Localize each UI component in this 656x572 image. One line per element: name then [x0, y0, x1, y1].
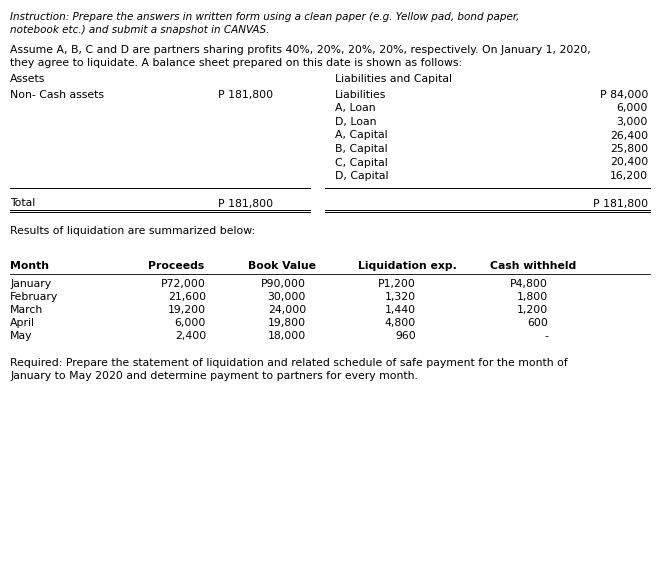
Text: P 181,800: P 181,800 [218, 198, 273, 209]
Text: Cash withheld: Cash withheld [490, 261, 576, 271]
Text: 1,800: 1,800 [517, 292, 548, 302]
Text: 16,200: 16,200 [610, 171, 648, 181]
Text: P 84,000: P 84,000 [600, 90, 648, 100]
Text: 1,320: 1,320 [385, 292, 416, 302]
Text: 26,400: 26,400 [610, 130, 648, 141]
Text: May: May [10, 331, 33, 341]
Text: 6,000: 6,000 [174, 318, 206, 328]
Text: 960: 960 [396, 331, 416, 341]
Text: Liabilities and Capital: Liabilities and Capital [335, 74, 452, 84]
Text: P 181,800: P 181,800 [593, 198, 648, 209]
Text: 6,000: 6,000 [617, 104, 648, 113]
Text: Assets: Assets [10, 74, 45, 84]
Text: 30,000: 30,000 [268, 292, 306, 302]
Text: 21,600: 21,600 [168, 292, 206, 302]
Text: P 181,800: P 181,800 [218, 90, 273, 100]
Text: 25,800: 25,800 [610, 144, 648, 154]
Text: 1,200: 1,200 [517, 305, 548, 315]
Text: 19,200: 19,200 [168, 305, 206, 315]
Text: Assume A, B, C and D are partners sharing profits 40%, 20%, 20%, 20%, respective: Assume A, B, C and D are partners sharin… [10, 45, 591, 55]
Text: P72,000: P72,000 [161, 279, 206, 289]
Text: 4,800: 4,800 [385, 318, 416, 328]
Text: 24,000: 24,000 [268, 305, 306, 315]
Text: Results of liquidation are summarized below:: Results of liquidation are summarized be… [10, 226, 255, 236]
Text: 600: 600 [527, 318, 548, 328]
Text: D, Capital: D, Capital [335, 171, 388, 181]
Text: Non- Cash assets: Non- Cash assets [10, 90, 104, 100]
Text: Month: Month [10, 261, 49, 271]
Text: Liquidation exp.: Liquidation exp. [358, 261, 457, 271]
Text: -: - [544, 331, 548, 341]
Text: 20,400: 20,400 [609, 157, 648, 168]
Text: D, Loan: D, Loan [335, 117, 377, 127]
Text: A, Capital: A, Capital [335, 130, 388, 141]
Text: they agree to liquidate. A balance sheet prepared on this date is shown as follo: they agree to liquidate. A balance sheet… [10, 58, 462, 68]
Text: P90,000: P90,000 [261, 279, 306, 289]
Text: 1,440: 1,440 [385, 305, 416, 315]
Text: 2,400: 2,400 [174, 331, 206, 341]
Text: B, Capital: B, Capital [335, 144, 388, 154]
Text: A, Loan: A, Loan [335, 104, 376, 113]
Text: notebook etc.) and submit a snapshot in CANVAS.: notebook etc.) and submit a snapshot in … [10, 25, 270, 35]
Text: Proceeds: Proceeds [148, 261, 204, 271]
Text: January to May 2020 and determine payment to partners for every month.: January to May 2020 and determine paymen… [10, 371, 418, 381]
Text: Book Value: Book Value [248, 261, 316, 271]
Text: C, Capital: C, Capital [335, 157, 388, 168]
Text: P1,200: P1,200 [378, 279, 416, 289]
Text: Instruction: Prepare the answers in written form using a clean paper (e.g. Yello: Instruction: Prepare the answers in writ… [10, 12, 520, 22]
Text: P4,800: P4,800 [510, 279, 548, 289]
Text: 3,000: 3,000 [617, 117, 648, 127]
Text: January: January [10, 279, 51, 289]
Text: 19,800: 19,800 [268, 318, 306, 328]
Text: 18,000: 18,000 [268, 331, 306, 341]
Text: Required: Prepare the statement of liquidation and related schedule of safe paym: Required: Prepare the statement of liqui… [10, 358, 567, 368]
Text: March: March [10, 305, 43, 315]
Text: Total: Total [10, 198, 35, 209]
Text: February: February [10, 292, 58, 302]
Text: Liabilities: Liabilities [335, 90, 386, 100]
Text: April: April [10, 318, 35, 328]
